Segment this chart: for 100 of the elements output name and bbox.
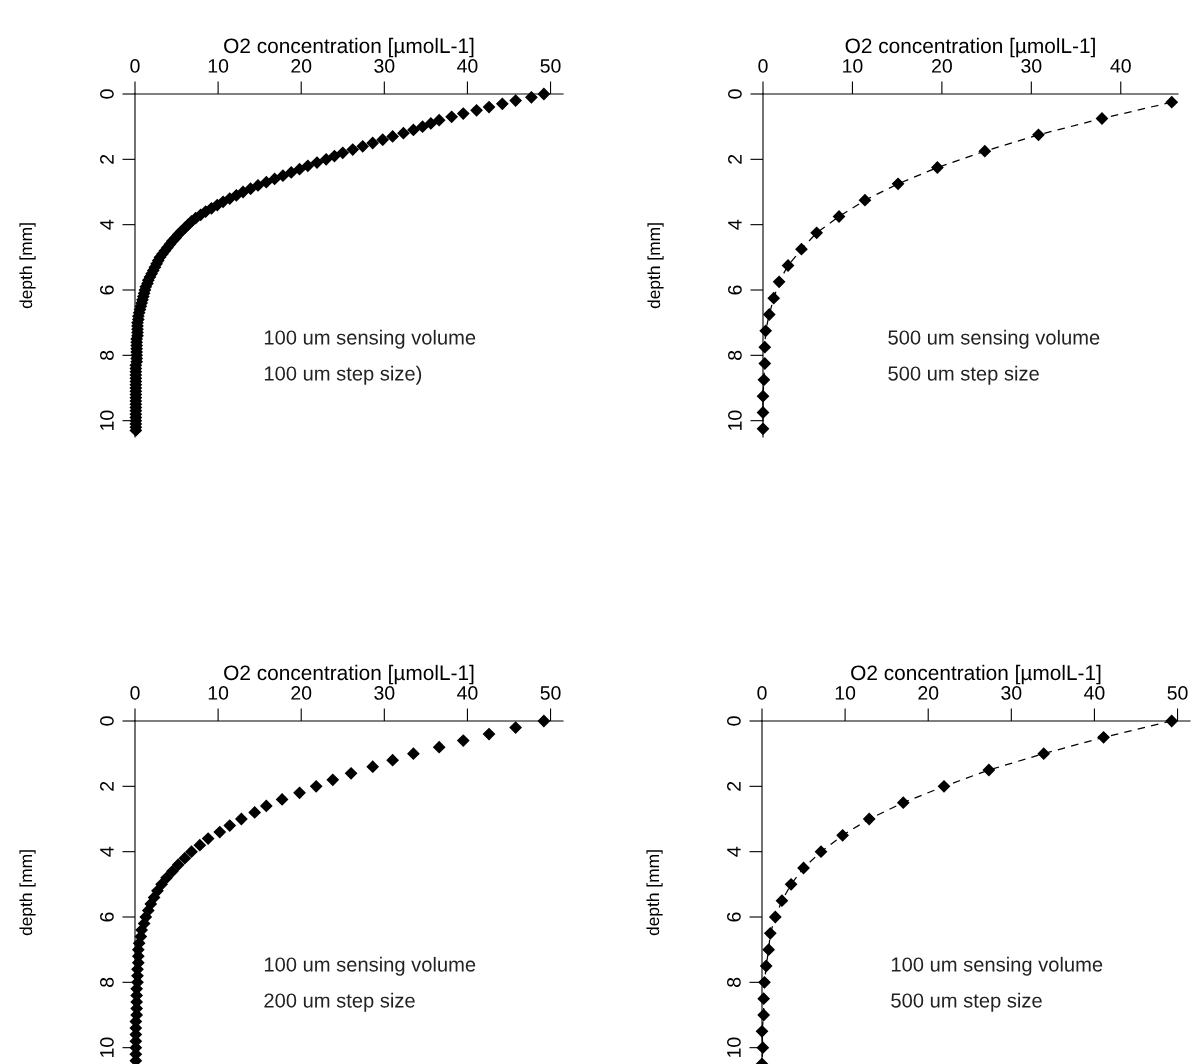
y-tick-label: 0 xyxy=(100,716,114,726)
point xyxy=(836,829,849,842)
point xyxy=(260,799,273,813)
x-axis-title: O2 concentration [µmolL-1] xyxy=(851,664,1101,685)
point xyxy=(978,145,991,158)
point xyxy=(202,832,215,845)
point xyxy=(763,308,776,321)
x-axis-title: O2 concentration [µmolL-1] xyxy=(224,37,474,58)
annotation: 500 um step size xyxy=(888,365,1039,385)
y-tick-label: 8 xyxy=(727,977,741,987)
y-tick-label: 4 xyxy=(100,846,114,857)
annotation: 100 um step size) xyxy=(264,365,422,385)
point xyxy=(1095,112,1109,125)
point xyxy=(482,727,496,741)
point xyxy=(781,259,795,272)
point xyxy=(1032,128,1045,141)
point xyxy=(775,894,789,907)
x-tick-label: 30 xyxy=(1021,59,1042,73)
point xyxy=(891,177,905,190)
x-tick-label: 20 xyxy=(918,686,939,700)
y-axis-title: depth [mm] xyxy=(19,850,36,936)
point xyxy=(767,292,780,305)
y-tick-label: 4 xyxy=(728,219,742,230)
point xyxy=(773,275,786,288)
x-tick-label: 50 xyxy=(1167,686,1188,700)
x-tick-label: 40 xyxy=(1110,59,1131,73)
y-axis-title: depth [mm] xyxy=(646,850,663,936)
y-tick-label: 8 xyxy=(100,977,114,987)
y-tick-label: 10 xyxy=(727,1037,741,1057)
x-tick-label: 0 xyxy=(757,686,767,700)
point xyxy=(235,812,248,826)
point xyxy=(795,243,808,256)
y-tick-label: 8 xyxy=(100,350,114,360)
point xyxy=(344,767,358,780)
x-tick-label: 50 xyxy=(540,686,561,700)
point xyxy=(193,839,206,852)
y-tick-label: 0 xyxy=(728,89,742,99)
point xyxy=(769,910,782,924)
annotation: 500 um step size xyxy=(891,992,1042,1012)
y-tick-label: 2 xyxy=(100,154,114,164)
point xyxy=(248,806,261,819)
point xyxy=(863,812,876,826)
point xyxy=(762,943,775,956)
point xyxy=(326,773,339,786)
y-axis-title: depth [mm] xyxy=(647,223,664,309)
annotation: 500 um sensing volume xyxy=(888,329,1100,349)
x-tick-label: 30 xyxy=(374,686,395,700)
point xyxy=(386,754,399,767)
annotation: 200 um step size xyxy=(264,992,415,1012)
x-tick-label: 10 xyxy=(843,59,863,73)
x-tick-label: 20 xyxy=(932,59,952,73)
y-axis-title: depth [mm] xyxy=(19,223,36,309)
x-tick-label: 50 xyxy=(540,59,561,73)
point xyxy=(310,780,323,793)
y-tick-label: 6 xyxy=(100,912,114,922)
point xyxy=(982,763,995,777)
y-tick-label: 8 xyxy=(728,350,742,360)
point xyxy=(1165,96,1178,109)
y-tick-label: 10 xyxy=(728,410,742,430)
point xyxy=(166,865,179,878)
x-tick-label: 30 xyxy=(1001,686,1022,700)
point xyxy=(1097,731,1110,744)
x-tick-label: 30 xyxy=(374,59,395,73)
y-tick-label: 4 xyxy=(100,219,114,230)
point xyxy=(832,210,846,223)
point xyxy=(155,878,168,891)
point xyxy=(276,793,289,806)
y-tick-label: 2 xyxy=(727,781,741,791)
y-tick-label: 10 xyxy=(100,410,114,430)
x-tick-label: 20 xyxy=(291,59,312,73)
x-tick-label: 20 xyxy=(291,686,312,700)
y-tick-label: 0 xyxy=(727,716,741,726)
point xyxy=(764,927,777,940)
point xyxy=(509,721,522,734)
annotation: 100 um sensing volume xyxy=(264,329,476,349)
point xyxy=(897,796,910,809)
point xyxy=(784,878,798,891)
x-tick-label: 10 xyxy=(835,686,856,700)
point xyxy=(457,734,470,747)
point xyxy=(433,741,446,754)
point xyxy=(407,747,420,760)
point xyxy=(858,194,872,207)
point xyxy=(810,226,823,239)
x-tick-label: 10 xyxy=(208,686,229,700)
point xyxy=(937,780,951,793)
x-tick-label: 0 xyxy=(130,59,140,73)
x-axis-title: O2 concentration [µmolL-1] xyxy=(224,664,474,685)
x-axis-title: O2 concentration [µmolL-1] xyxy=(845,37,1095,58)
point xyxy=(172,858,185,871)
x-tick-label: 40 xyxy=(457,59,478,73)
x-tick-label: 40 xyxy=(1084,686,1105,700)
point xyxy=(293,786,306,799)
point xyxy=(797,861,810,875)
x-tick-label: 0 xyxy=(758,59,768,73)
point xyxy=(931,161,944,174)
y-tick-label: 4 xyxy=(727,846,741,857)
point xyxy=(223,819,236,832)
annotation: 100 um sensing volume xyxy=(264,956,476,976)
y-tick-label: 6 xyxy=(727,912,741,922)
y-tick-label: 2 xyxy=(100,781,114,791)
